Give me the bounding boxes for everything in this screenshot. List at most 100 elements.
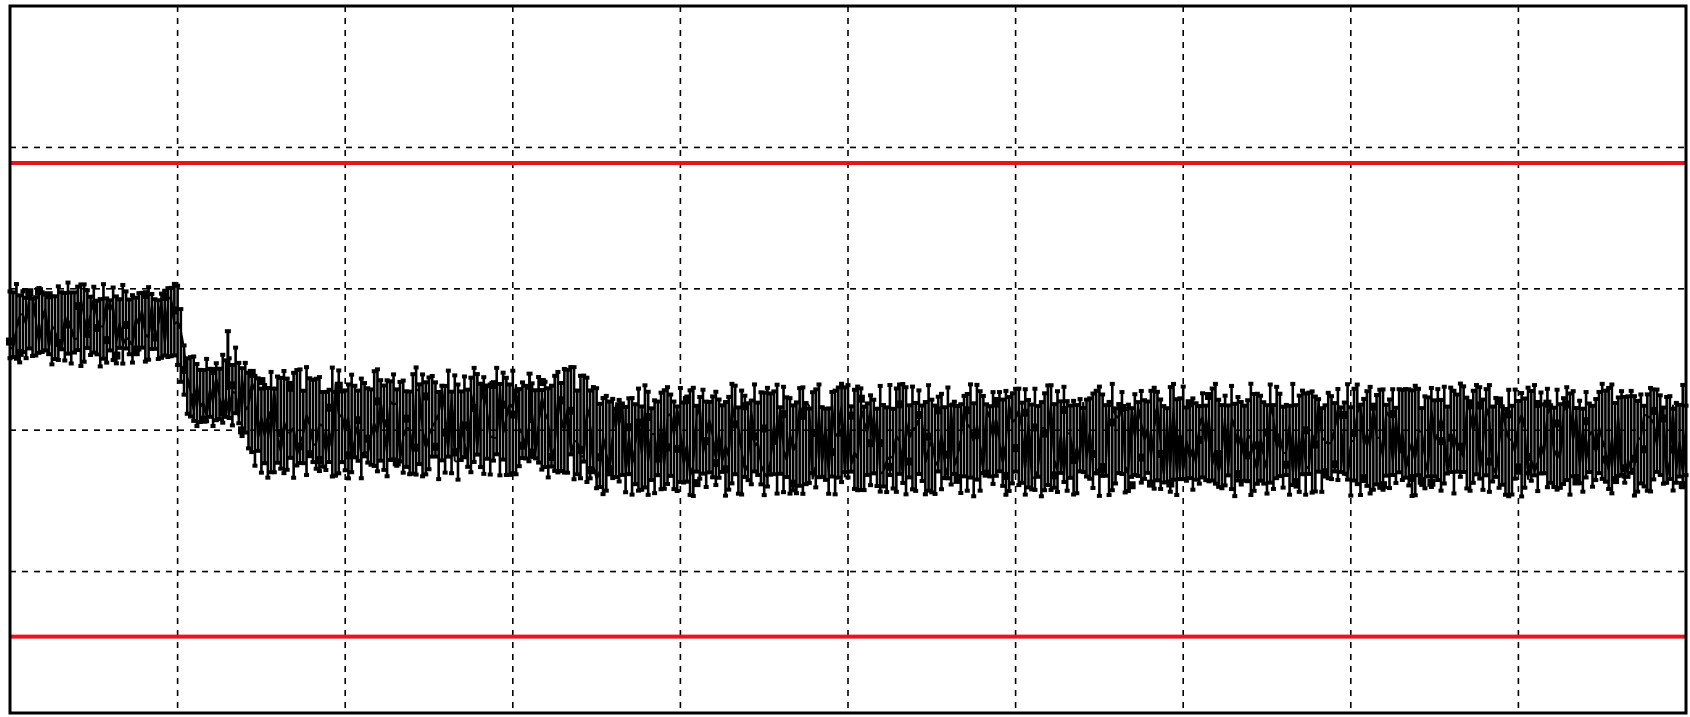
signal-segment (406, 426, 410, 430)
signal-marker-high (1025, 398, 1031, 403)
signal-segment (421, 429, 427, 450)
signal-spike-marker (526, 371, 533, 376)
signal-marker-low (1586, 470, 1592, 475)
signal-blob (779, 410, 788, 419)
signal-segment (1108, 403, 1114, 408)
signal-segment (1420, 431, 1426, 460)
signal-marker-low (1219, 486, 1225, 491)
signal-marker-low (961, 474, 967, 479)
signal-marker-low (519, 456, 525, 461)
signal-marker-low (587, 476, 593, 481)
signal-blob (576, 445, 585, 454)
signal-marker-low (1032, 487, 1038, 492)
signal-marker-high (1615, 395, 1621, 400)
signal-marker-low (958, 490, 964, 495)
signal-marker-high (1345, 382, 1351, 387)
signal-marker-high (1599, 381, 1605, 386)
signal-marker-high (1454, 392, 1460, 397)
signal-marker-low (158, 355, 164, 360)
signal-segment (589, 419, 595, 466)
signal-marker-high (233, 345, 239, 350)
signal-segment (672, 406, 679, 438)
signal-marker-low (1029, 487, 1035, 492)
signal-marker-low (903, 492, 909, 497)
signal-marker-low (1280, 485, 1286, 490)
signal-marker-high (197, 367, 203, 372)
signal-marker-high (1364, 389, 1370, 394)
signal-marker-low (339, 460, 345, 465)
signal-marker-low (1528, 478, 1534, 483)
signal-segment (627, 433, 634, 467)
signal-marker-low (229, 423, 235, 428)
signal-segment (70, 326, 76, 341)
signal-marker-high (1457, 381, 1463, 386)
signal-segment (698, 404, 704, 455)
signal-marker-high (1167, 385, 1173, 390)
signal-marker-high (993, 403, 999, 408)
signal-segment (966, 423, 972, 429)
signal-marker-high (545, 386, 551, 391)
signal-marker-high (597, 401, 603, 406)
signal-marker-low (1367, 491, 1373, 496)
signal-marker-high (632, 402, 638, 407)
signal-marker-high (793, 400, 799, 405)
signal-marker-high (800, 385, 806, 390)
signal-marker-high (1544, 386, 1550, 391)
signal-segment (1549, 406, 1555, 458)
signal-marker-high (362, 381, 368, 386)
signal-marker-high (1277, 391, 1283, 396)
signal-marker-high (397, 379, 403, 384)
signal-marker-low (1119, 471, 1125, 476)
signal-marker-low (365, 460, 371, 465)
signal-marker-high (842, 385, 848, 390)
signal-blob (924, 432, 933, 441)
signal-segment (1401, 428, 1407, 471)
signal-marker-high (304, 365, 310, 370)
signal-blob (344, 451, 353, 460)
signal-marker-high (497, 382, 503, 387)
signal-marker-high (1322, 403, 1328, 408)
signal-marker-high (220, 352, 226, 357)
signal-marker-low (1096, 493, 1102, 498)
signal-marker-high (452, 373, 458, 378)
signal-marker-high (871, 397, 877, 402)
signal-marker-low (1628, 470, 1634, 475)
signal-marker-low (987, 474, 993, 479)
signal-marker-high (1377, 387, 1383, 392)
signal-marker-high (1486, 383, 1492, 388)
signal-segment (212, 376, 218, 405)
signal-marker-low (1570, 474, 1576, 479)
signal-marker-low (713, 483, 719, 488)
signal-marker-low (845, 475, 851, 480)
signal-marker-low (858, 488, 864, 493)
signal-segment (537, 396, 543, 423)
signal-marker-high (1042, 391, 1048, 396)
signal-segment (647, 433, 653, 466)
signal-marker-low (565, 470, 571, 475)
signal-marker-high (932, 403, 938, 408)
signal-marker-high (623, 404, 629, 409)
signal-marker-high (1193, 401, 1199, 406)
signal-marker-low (1009, 481, 1015, 486)
signal-marker-low (909, 487, 915, 492)
signal-blob (1582, 417, 1591, 426)
signal-segment (850, 451, 856, 467)
signal-marker-low (1016, 483, 1022, 488)
signal-marker-low (784, 475, 790, 480)
signal-blob (296, 442, 305, 451)
signal-segment (624, 433, 630, 475)
signal-marker-high (652, 398, 658, 403)
signal-marker-low (123, 346, 129, 351)
signal-marker-high (126, 297, 132, 302)
signal-blob (1214, 450, 1223, 459)
signal-segment (1633, 440, 1639, 468)
signal-marker-high (1051, 402, 1057, 407)
signal-marker-high (739, 388, 745, 393)
signal-marker-high (223, 358, 229, 363)
signal-marker-high (1013, 386, 1019, 391)
signal-marker-low (661, 486, 667, 491)
signal-marker-high (1058, 399, 1064, 404)
signal-marker-low (706, 470, 712, 475)
signal-segment (15, 314, 21, 330)
signal-marker-high (745, 401, 751, 406)
